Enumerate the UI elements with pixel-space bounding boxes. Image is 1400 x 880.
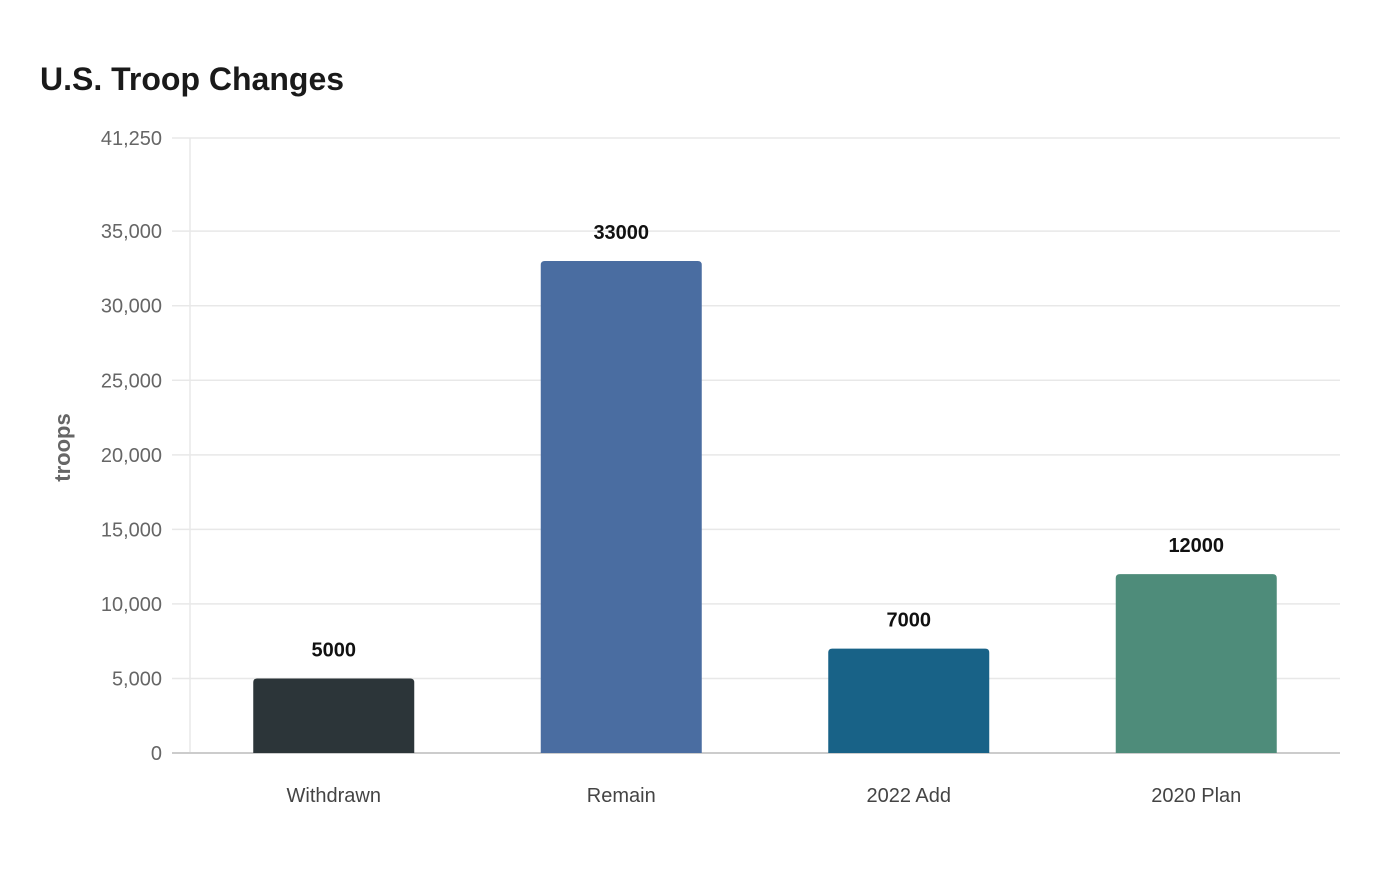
y-tick-label: 20,000 xyxy=(101,445,162,467)
chart-title: U.S. Troop Changes xyxy=(40,61,345,97)
bar-value-label: 12000 xyxy=(1168,535,1224,557)
bar-value-label: 7000 xyxy=(887,610,932,632)
x-tick-label: Remain xyxy=(587,785,656,807)
y-tick-label: 25,000 xyxy=(101,370,162,392)
y-tick-label: 0 xyxy=(151,743,162,765)
y-tick-label: 30,000 xyxy=(101,296,162,318)
bar-value-label: 5000 xyxy=(312,639,357,661)
bar-withdrawn xyxy=(253,678,415,753)
x-tick-label: 2020 Plan xyxy=(1151,785,1241,807)
y-tick-label: 10,000 xyxy=(101,594,162,616)
y-axis-title: troops xyxy=(50,413,75,481)
x-tick-label: Withdrawn xyxy=(287,785,381,807)
y-tick-label: 15,000 xyxy=(101,519,162,541)
y-tick-labels: 0 5,000 10,000 15,000 20,000 25,000 30,000 35,0… xyxy=(101,128,162,765)
y-tick-label: 41,250 xyxy=(101,128,162,150)
x-tick-label: 2022 Add xyxy=(866,785,951,807)
bar-remain xyxy=(540,261,702,753)
x-tick-labels: Withdrawn Remain 2022 Add 2020 Plan xyxy=(287,785,1242,807)
bar-value-labels: 5000 33000 7000 12000 xyxy=(312,222,1225,661)
bars xyxy=(253,261,1277,753)
y-tick-label: 35,000 xyxy=(101,221,162,243)
bar-2022-add xyxy=(828,648,990,753)
y-tick-label: 5,000 xyxy=(112,668,162,690)
bar-value-label: 33000 xyxy=(593,222,649,244)
bar-2020-plan xyxy=(1115,574,1277,753)
